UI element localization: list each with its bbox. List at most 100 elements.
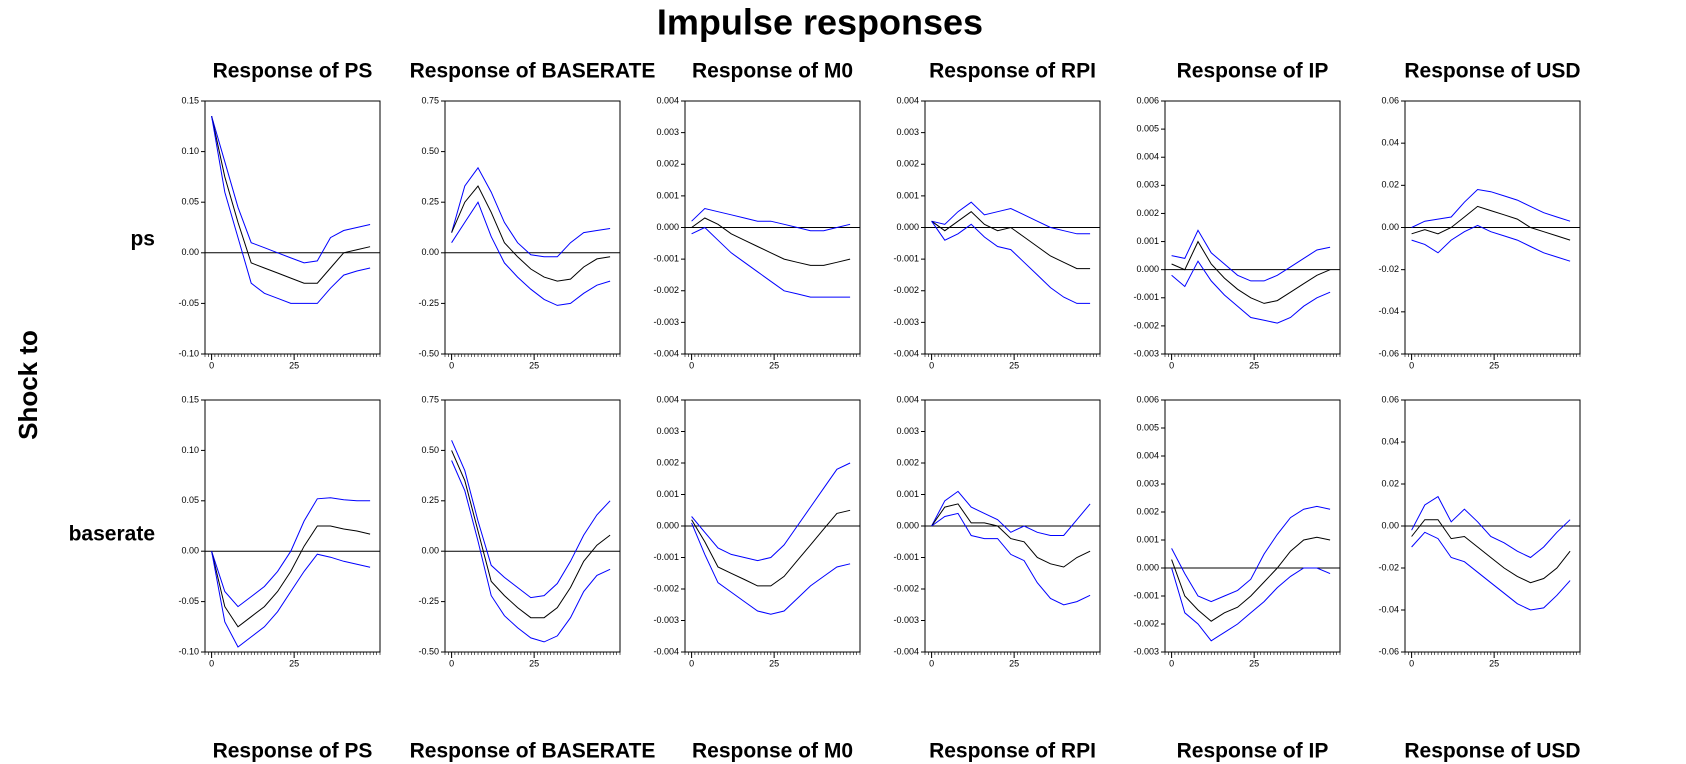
line: [451, 460, 611, 643]
y-tick-label: -0.001: [893, 552, 919, 562]
x-tick-label: 25: [1009, 360, 1019, 370]
y-tick-label: -0.002: [653, 285, 679, 295]
x-tick-label: 0: [929, 658, 934, 668]
chart-title: Response of RPI: [929, 740, 1096, 763]
y-tick-label: -0.001: [653, 254, 679, 264]
y-tick-label: 0.10: [181, 445, 199, 455]
y-tick-label: 0.04: [1381, 436, 1399, 446]
chart-title: Response of PS: [213, 60, 373, 83]
y-tick-label: 0.002: [656, 457, 679, 467]
y-tick-label: 0.00: [1381, 222, 1399, 232]
y-tick-label: -0.002: [1133, 618, 1159, 628]
y-tick-label: 0.004: [656, 95, 679, 105]
x-tick-label: 0: [1169, 360, 1174, 370]
y-tick-label: 0.003: [1136, 180, 1159, 190]
y-tick-label: 0.004: [1136, 450, 1159, 460]
y-tick-label: 0.25: [421, 197, 439, 207]
line: [211, 116, 371, 304]
y-tick-label: 0.000: [1136, 264, 1159, 274]
y-tick-label: -0.003: [893, 615, 919, 625]
x-tick-label: 25: [529, 360, 539, 370]
y-tick-label: 0.000: [656, 222, 679, 232]
line: [1411, 495, 1571, 559]
y-tick-label: -0.04: [1378, 306, 1399, 316]
y-tick-label: 0.001: [896, 190, 919, 200]
chart-title: Response of RPI: [929, 60, 1096, 83]
y-tick-label: -0.004: [893, 646, 919, 656]
line: [211, 551, 371, 648]
y-tick-label: -0.002: [893, 583, 919, 593]
y-tick-label: 0.000: [896, 520, 919, 530]
y-tick-label: 0.001: [1136, 534, 1159, 544]
y-tick-label: 0.04: [1381, 138, 1399, 148]
y-tick-label: -0.001: [893, 254, 919, 264]
y-tick-label: 0.001: [1136, 236, 1159, 246]
line: [931, 201, 1091, 235]
line: [1171, 260, 1331, 324]
line: [1411, 531, 1571, 611]
line: [1171, 505, 1331, 603]
line: [691, 462, 851, 562]
x-tick-label: 0: [1169, 658, 1174, 668]
line: [1171, 567, 1331, 642]
chart-title: Response of BASERATE: [410, 60, 656, 83]
line: [1411, 188, 1571, 228]
y-tick-label: -0.002: [893, 285, 919, 295]
y-tick-label: 0.005: [1136, 422, 1159, 432]
chart-title: Response of PS: [213, 740, 373, 763]
y-tick-label: -0.10: [178, 348, 199, 358]
y-tick-label: -0.50: [418, 646, 439, 656]
y-tick-label: 0.004: [1136, 152, 1159, 162]
chart-title: Response of BASERATE: [410, 740, 656, 763]
y-tick-label: -0.001: [1133, 292, 1159, 302]
y-tick-label: 0.001: [656, 489, 679, 499]
y-tick-label: -0.002: [1133, 320, 1159, 330]
y-tick-label: 0.00: [181, 546, 199, 556]
x-tick-label: 0: [1409, 658, 1414, 668]
x-tick-label: 0: [209, 360, 214, 370]
x-tick-label: 25: [1249, 360, 1259, 370]
x-tick-label: 0: [1409, 360, 1414, 370]
x-tick-label: 25: [769, 658, 779, 668]
y-tick-label: 0.006: [1136, 394, 1159, 404]
y-tick-label: -0.25: [418, 298, 439, 308]
plot-frame: [204, 100, 381, 355]
y-tick-label: -0.004: [893, 348, 919, 358]
chart-title: Response of IP: [1177, 740, 1329, 763]
x-tick-label: 0: [689, 658, 694, 668]
y-tick-label: -0.25: [418, 596, 439, 606]
y-tick-label: 0.50: [421, 146, 439, 156]
line: [451, 185, 611, 282]
y-tick-label: 0.002: [896, 457, 919, 467]
line: [451, 450, 611, 619]
y-tick-label: 0.000: [896, 222, 919, 232]
line: [931, 503, 1091, 568]
x-tick-label: 25: [289, 658, 299, 668]
line: [211, 116, 371, 284]
y-tick-label: 0.003: [656, 127, 679, 137]
line: [1171, 240, 1331, 304]
y-tick-label: -0.002: [653, 583, 679, 593]
line: [1171, 229, 1331, 282]
line: [211, 116, 371, 264]
y-tick-label: -0.10: [178, 646, 199, 656]
y-tick-label: -0.50: [418, 348, 439, 358]
line: [691, 207, 851, 232]
y-tick-label: 0.002: [656, 159, 679, 169]
line: [1411, 205, 1571, 241]
x-tick-label: 0: [209, 658, 214, 668]
y-tick-label: 0.02: [1381, 478, 1399, 488]
chart-title: Response of USD: [1404, 740, 1580, 763]
line: [931, 211, 1091, 270]
line: [931, 512, 1091, 606]
line: [691, 509, 851, 587]
y-tick-label: 0.15: [181, 95, 199, 105]
y-tick-label: 0.05: [181, 197, 199, 207]
y-tick-label: -0.02: [1378, 562, 1399, 572]
y-tick-label: -0.001: [653, 552, 679, 562]
y-tick-label: 0.002: [1136, 506, 1159, 516]
line: [691, 522, 851, 615]
y-tick-label: 0.005: [1136, 123, 1159, 133]
y-tick-label: 0.004: [896, 394, 919, 404]
y-tick-label: -0.001: [1133, 590, 1159, 600]
